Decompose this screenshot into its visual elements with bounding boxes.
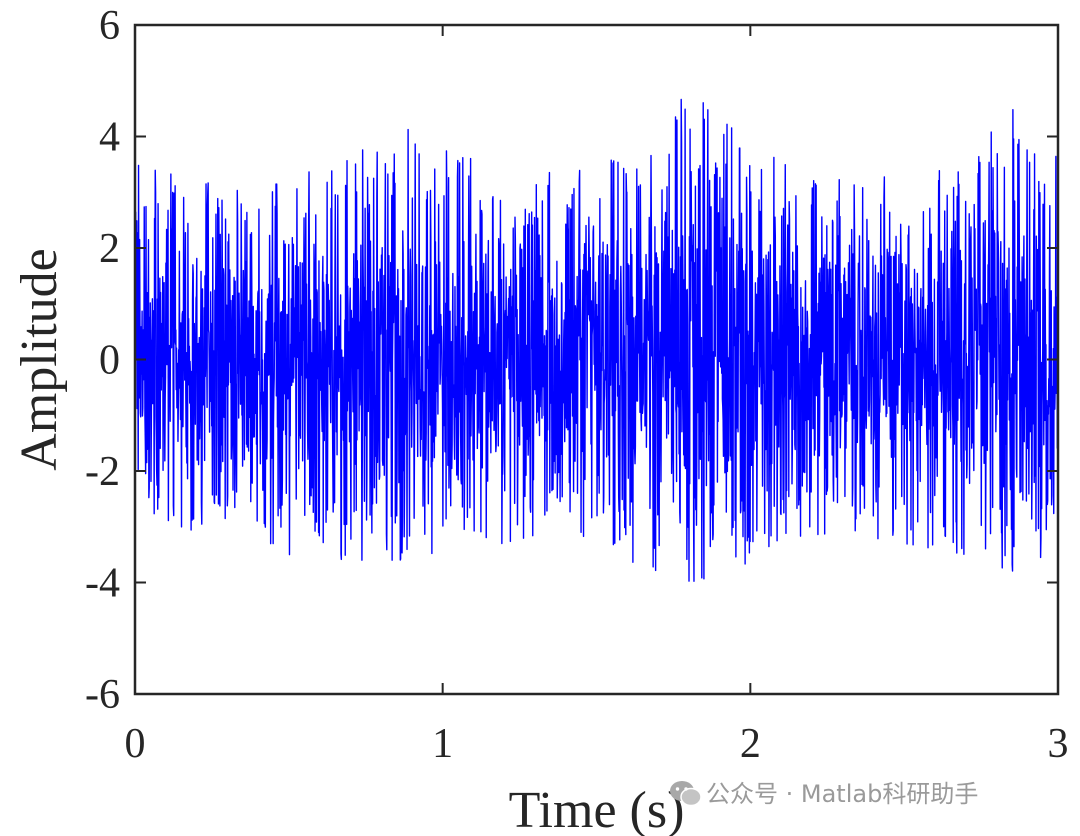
y-tick-label: 2 xyxy=(99,226,120,272)
y-tick-label: -4 xyxy=(85,561,120,607)
axis-ticks xyxy=(134,24,1059,695)
x-tick-label: 2 xyxy=(740,721,761,767)
wechat-icon xyxy=(670,781,702,807)
y-tick-label: 4 xyxy=(99,115,120,161)
x-tick-label: 0 xyxy=(125,721,146,767)
watermark: 公众号 · Matlab科研助手 xyxy=(670,780,978,808)
y-tick-label: -2 xyxy=(85,449,120,495)
x-axis-label: Time (s) xyxy=(509,782,685,836)
x-tick-labels: 0 1 2 3 xyxy=(125,721,1069,767)
y-tick-label: 0 xyxy=(99,338,120,384)
x-tick-label: 3 xyxy=(1048,721,1069,767)
signal-line xyxy=(134,98,1059,582)
x-tick-label: 1 xyxy=(432,721,453,767)
y-tick-label: -6 xyxy=(85,672,120,718)
y-axis-label: Amplitude xyxy=(11,248,68,470)
watermark-text: 公众号 · Matlab科研助手 xyxy=(706,780,978,808)
y-tick-label: 6 xyxy=(99,3,120,49)
signal-series xyxy=(134,98,1059,582)
y-tick-labels: -6 -4 -2 0 2 4 6 xyxy=(85,3,120,718)
